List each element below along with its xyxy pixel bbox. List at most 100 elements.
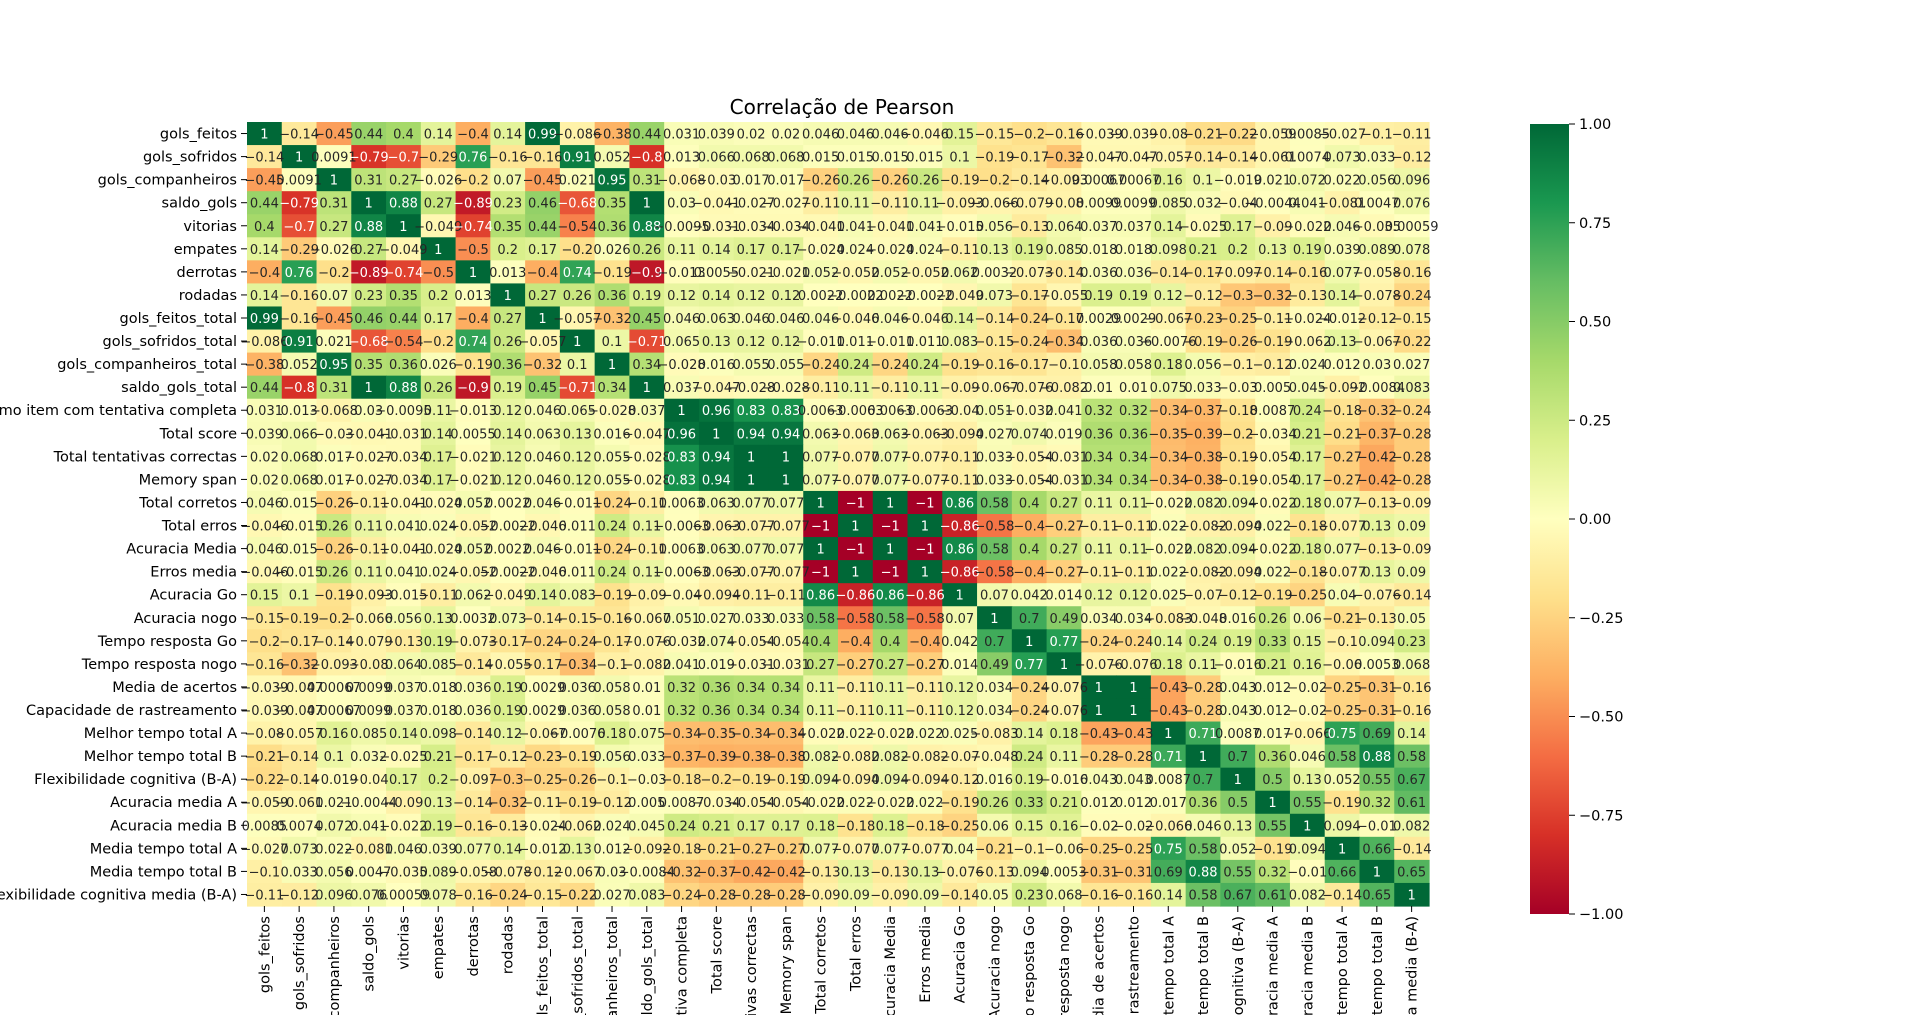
cell-value-label: −0.86 <box>905 589 945 604</box>
cell-value-label: 0.44 <box>250 197 279 212</box>
heatmap-cell <box>1011 214 1048 238</box>
cell-value-label: 0.13 <box>1293 773 1322 788</box>
cell-value-label: 0.27 <box>1049 543 1078 558</box>
cell-value-label: −0.083 <box>970 727 1018 742</box>
cell-value-label: −0.11 <box>801 381 841 396</box>
cell-value-label: 0.36 <box>598 289 627 304</box>
heatmap-cell <box>1081 421 1117 446</box>
heatmap-cell <box>1116 168 1152 192</box>
heatmap-cell <box>386 260 422 285</box>
cell-value-label: 0.031 <box>246 404 283 419</box>
heatmap-cell <box>629 467 665 492</box>
heatmap-cell <box>664 122 700 146</box>
heatmap-cell <box>942 145 978 169</box>
cell-value-label: 1 <box>330 174 338 189</box>
cell-value-label: 0.13 <box>1362 566 1391 581</box>
cell-value-label: −0.077 <box>762 566 810 581</box>
cell-value-label: −0.012 <box>518 842 566 857</box>
cell-value-label: 0.034 <box>976 704 1013 719</box>
cell-value-label: 0.36 <box>1119 427 1148 442</box>
heatmap-cell <box>1150 375 1187 400</box>
heatmap-cell <box>386 329 422 354</box>
cell-value-label: 0.024 <box>593 819 630 834</box>
cell-value-label: 0.11 <box>1084 496 1113 511</box>
cell-value-label: 1 <box>365 197 373 212</box>
heatmap-cell <box>733 306 770 331</box>
cell-value-label: 0.046 <box>524 450 561 465</box>
cell-value-label: 0.83 <box>667 473 696 488</box>
heatmap-cell <box>525 283 561 308</box>
cell-value-label: −0.58 <box>835 612 875 627</box>
cell-value-label: −0.04 <box>940 404 980 419</box>
cell-value-label: 0.19 <box>1293 243 1322 258</box>
cell-value-label: 0.17 <box>1223 220 1252 235</box>
heatmap-cell <box>594 329 631 354</box>
heatmap-cell <box>386 375 422 400</box>
cell-value-label: 1 <box>1129 681 1137 696</box>
y-tick-label: Media tempo total A <box>90 841 237 857</box>
heatmap-cell <box>1289 191 1326 215</box>
heatmap-cell <box>594 122 631 146</box>
cell-value-label: 0.66 <box>1328 865 1357 880</box>
cell-value-label: 0.27 <box>1049 496 1078 511</box>
cell-value-label: −0.28 <box>1183 681 1223 696</box>
cell-value-label: 0.046 <box>246 496 283 511</box>
heatmap-cell <box>664 260 700 285</box>
cell-value-label: 1 <box>851 566 859 581</box>
cell-value-label: 0.037 <box>385 681 422 696</box>
heatmap-cell <box>1324 375 1361 400</box>
heatmap-cell <box>420 306 457 331</box>
cell-value-label: −0.71 <box>627 335 667 350</box>
cell-value-label: 0.31 <box>319 381 348 396</box>
cell-value-label: −0.71 <box>557 381 597 396</box>
heatmap-cell <box>490 375 526 400</box>
cell-value-label: 0.011 <box>906 335 943 350</box>
y-tick-label: Media de acertos <box>112 680 237 696</box>
x-tick-label: gols_feitos <box>257 916 273 993</box>
cell-value-label: 0.063 <box>698 543 735 558</box>
cell-value-label: −0.11 <box>1392 128 1432 143</box>
cell-value-label: −0.16 <box>1287 266 1327 281</box>
heatmap-cell <box>1046 214 1082 238</box>
cell-value-label: −0.19 <box>940 796 980 811</box>
cell-value-label: 0.36 <box>493 358 522 373</box>
heatmap-cell <box>594 145 631 169</box>
cell-value-label: 0.2 <box>1227 243 1248 258</box>
cell-value-label: −0.28 <box>1183 704 1223 719</box>
heatmap-cell <box>525 191 561 215</box>
cell-value-label: −0.028 <box>623 450 671 465</box>
cell-value-label: 0.046 <box>385 842 422 857</box>
x-tick-label: rastreamento <box>1127 916 1143 1014</box>
heatmap-cell <box>247 352 283 377</box>
cell-value-label: 0.07 <box>980 589 1009 604</box>
cell-value-label: −0.19 <box>766 773 806 788</box>
heatmap-cell <box>351 214 387 238</box>
heatmap-cell <box>768 329 804 354</box>
heatmap-cell <box>1289 375 1326 400</box>
cell-value-label: −0.13 <box>1009 220 1049 235</box>
heatmap-cell <box>559 260 596 285</box>
cell-value-label: 0.34 <box>771 681 800 696</box>
heatmap-cell <box>1185 421 1222 446</box>
cell-value-label: 0.19 <box>1223 635 1252 650</box>
cell-value-label: 0.21 <box>1049 796 1078 811</box>
heatmap-cell <box>698 444 735 469</box>
cell-value-label: 0.14 <box>1397 727 1426 742</box>
cell-value-label: 0.14 <box>250 289 279 304</box>
cell-value-label: 0.068 <box>281 450 318 465</box>
heatmap-cell <box>1185 306 1222 331</box>
cell-value-label: 0.19 <box>632 289 661 304</box>
cell-value-label: 0.046 <box>524 473 561 488</box>
cell-value-label: 0.024 <box>906 243 943 258</box>
cell-value-label: −0.077 <box>1318 520 1366 535</box>
cell-value-label: 0.14 <box>1015 727 1044 742</box>
cell-value-label: −0.14 <box>453 727 493 742</box>
heatmap-cell <box>977 122 1013 146</box>
heatmap-cell <box>1394 352 1430 377</box>
cell-value-label: 0.74 <box>458 335 487 350</box>
cell-value-label: 0.21 <box>424 750 453 765</box>
cell-value-label: 0.19 <box>493 381 522 396</box>
cell-value-label: 0.46 <box>528 197 557 212</box>
heatmap-cell <box>664 237 700 261</box>
cell-value-label: 0.94 <box>737 427 766 442</box>
